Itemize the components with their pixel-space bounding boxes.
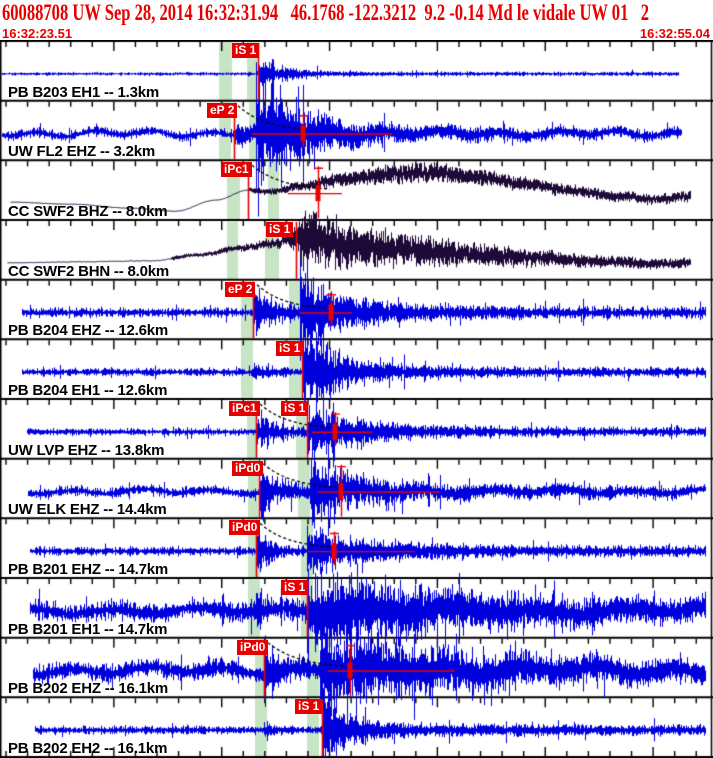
trace-end-time: 16:32:55.04 <box>639 26 710 41</box>
trace-start-time: 16:32:23.51 <box>2 26 73 41</box>
trace-label: CC SWF2 BHZ -- 8.0km <box>8 203 168 220</box>
pick-label[interactable]: iPd0 <box>232 460 264 476</box>
seismogram-plot: PB B203 EH1 -- 1.3km iS 1 UW FL2 EHZ -- 3.… <box>0 40 713 758</box>
pick-label[interactable]: iPc1 <box>229 401 260 416</box>
trace-label: PB B204 EHZ -- 12.6km <box>8 322 169 340</box>
trace-label: CC SWF2 BHN -- 8.0km <box>8 262 170 280</box>
pick-label[interactable]: iS 1 <box>276 341 304 357</box>
trace-label: PB B202 EH2 -- 16.1km <box>8 740 168 757</box>
pick-label[interactable]: iPd0 <box>237 639 269 655</box>
pick-label[interactable]: iS 1 <box>295 699 323 715</box>
trace-label: PB B201 EHZ -- 14.7km <box>8 561 169 578</box>
event-title: 60088708 UW Sep 28, 2014 16:32:31.94 46.… <box>2 0 650 25</box>
pick-label[interactable]: iS 1 <box>281 401 309 416</box>
trace-label: PB B204 EH1 -- 12.6km <box>8 382 168 399</box>
trace-label: UW LVP EHZ -- 13.8km <box>8 441 165 459</box>
trace-label: PB B203 EH1 -- 1.3km <box>8 83 160 101</box>
trace-label: PB B202 EHZ -- 16.1km <box>8 680 169 698</box>
trace-label: PB B201 EH1 -- 14.7km <box>8 620 168 638</box>
trace-label: UW ELK EHZ -- 14.4km <box>8 501 167 519</box>
pick-label[interactable]: iS 1 <box>232 43 260 58</box>
pick-label[interactable]: iPc1 <box>221 162 252 178</box>
pick-label[interactable]: eP 2 <box>225 281 256 297</box>
seismogram-canvas[interactable] <box>0 40 713 758</box>
pick-label[interactable]: iPd0 <box>229 520 261 536</box>
pick-label[interactable]: iS 1 <box>266 222 294 237</box>
pick-label[interactable]: eP 2 <box>207 102 238 118</box>
trace-label: UW FL2 EHZ -- 3.2km <box>8 143 156 161</box>
pick-label[interactable]: iS 1 <box>281 580 309 595</box>
